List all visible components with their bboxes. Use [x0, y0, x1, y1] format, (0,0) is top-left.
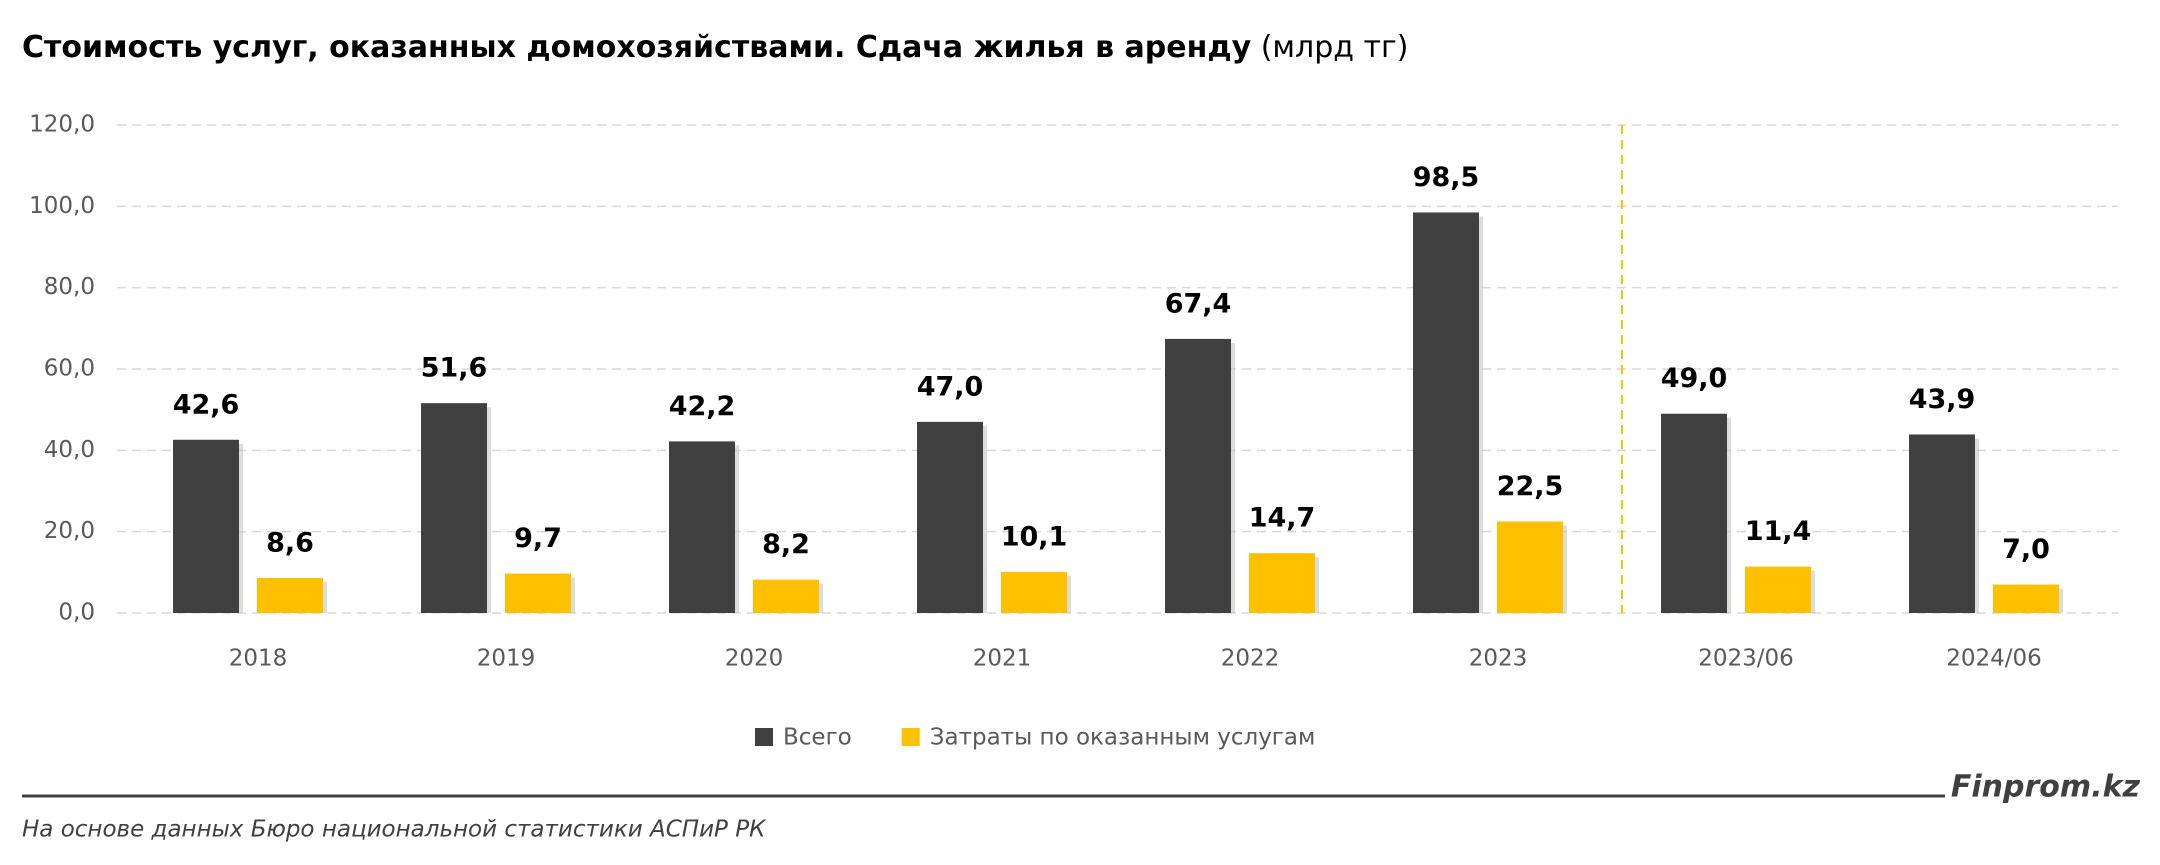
chart-title: Стоимость услуг, оказанных домохозяйства… — [22, 30, 1252, 65]
legend-label: Затраты по оказанным услугам — [930, 725, 1316, 751]
data-label: 10,1 — [1001, 521, 1068, 552]
bar — [753, 579, 819, 613]
y-tick-label: 20,0 — [44, 518, 95, 544]
x-tick-label: 2023 — [1469, 646, 1528, 672]
bar — [1909, 434, 1975, 613]
y-tick-label: 0,0 — [58, 600, 95, 626]
data-label: 7,0 — [2002, 534, 2050, 565]
data-label: 51,6 — [421, 353, 488, 384]
bar — [1497, 521, 1563, 613]
x-tick-label: 2023/06 — [1698, 646, 1794, 672]
bar — [1413, 212, 1479, 613]
x-tick-label: 2021 — [973, 646, 1032, 672]
x-tick-label: 2018 — [229, 646, 288, 672]
bar — [1993, 584, 2059, 613]
data-label: 42,2 — [669, 391, 736, 422]
chart-unit: (млрд тг) — [1261, 30, 1409, 65]
bar — [1661, 413, 1727, 613]
bar — [1165, 338, 1231, 613]
legend-swatch — [755, 728, 773, 746]
data-label: 8,6 — [266, 528, 314, 559]
bar — [505, 573, 571, 613]
y-tick-label: 60,0 — [44, 356, 95, 382]
data-label: 9,7 — [514, 523, 562, 554]
data-label: 14,7 — [1249, 503, 1316, 534]
x-tick-label: 2024/06 — [1946, 646, 2042, 672]
chart-title-group: Стоимость услуг, оказанных домохозяйства… — [22, 30, 1408, 65]
bar — [669, 441, 735, 613]
y-tick-label: 100,0 — [29, 193, 95, 219]
bar — [1745, 566, 1811, 613]
data-label: 22,5 — [1497, 471, 1564, 502]
x-tick-label: 2020 — [725, 646, 784, 672]
y-tick-label: 80,0 — [44, 274, 95, 300]
source: На основе данных Бюро национальной стати… — [22, 817, 767, 843]
data-label: 67,4 — [1165, 288, 1232, 319]
data-label: 49,0 — [1661, 363, 1728, 394]
data-label: 47,0 — [917, 371, 984, 402]
bar — [421, 403, 487, 613]
data-label: 42,6 — [173, 389, 240, 420]
x-tick-label: 2019 — [477, 646, 536, 672]
x-tick-label: 2022 — [1221, 646, 1280, 672]
bar — [1249, 553, 1315, 613]
y-tick-label: 40,0 — [44, 437, 95, 463]
data-label: 11,4 — [1745, 516, 1812, 547]
bar — [1001, 571, 1067, 613]
data-label: 43,9 — [1909, 384, 1976, 415]
data-label: 98,5 — [1413, 162, 1480, 193]
bar — [257, 578, 323, 613]
bar — [173, 439, 239, 613]
brand: Finprom.kz — [1951, 770, 2141, 805]
legend-label: Всего — [783, 725, 852, 751]
y-tick-label: 120,0 — [29, 112, 95, 138]
bar — [917, 421, 983, 613]
data-label: 8,2 — [762, 529, 810, 560]
legend-swatch — [901, 728, 920, 746]
